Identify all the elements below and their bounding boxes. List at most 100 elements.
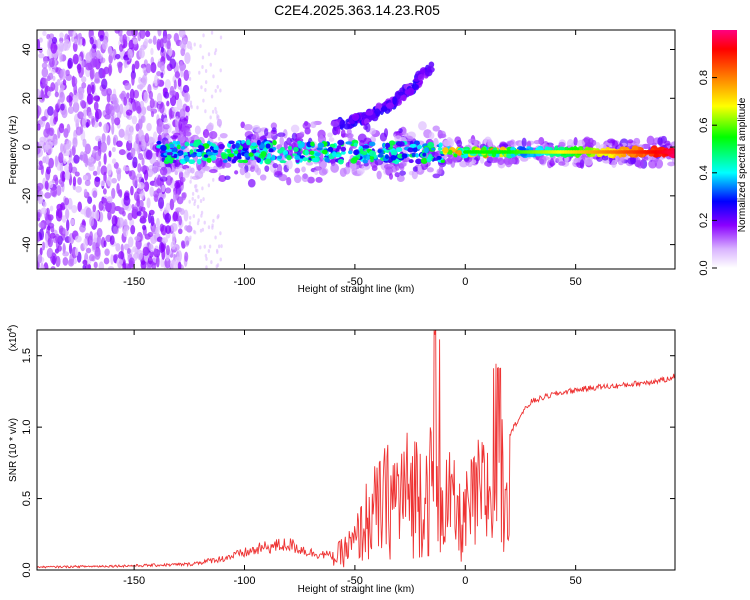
spectral-blob [172,211,179,222]
spectral-blob [161,184,166,193]
spectral-blob [40,164,44,176]
spectral-blob [191,196,194,201]
spectral-blob [104,113,111,120]
spectral-blob [60,181,65,188]
spectral-blob [418,121,427,131]
spectral-blob [111,146,116,153]
spectral-blob [46,33,51,40]
spectral-blob [214,88,217,93]
spectral-blob [98,261,105,269]
spectral-blob [627,139,634,144]
spectral-blob [125,109,133,116]
spectral-blob [351,168,358,176]
spectral-blob [138,144,142,152]
spectral-blob [177,261,182,269]
spectral-blob [352,157,359,161]
spectral-blob [270,122,278,130]
spectral-blob [111,123,115,135]
spectral-blob [161,237,169,244]
spectral-blob [91,84,95,95]
spectral-blob [277,155,283,160]
spectral-blob [388,140,396,146]
spectral-blob [428,61,435,68]
spectral-blob [64,197,70,206]
spectral-blob [83,188,88,197]
spectral-blob [268,148,274,153]
spectral-blob [327,132,333,138]
spectral-blob [103,240,107,248]
spectral-blob [353,142,358,147]
spectral-blob [53,174,58,182]
spectral-blob [203,154,209,158]
spectral-blob [110,254,114,265]
spectral-blob [374,108,381,117]
spectral-blob [199,245,202,250]
spectral-blob [204,87,207,92]
chart-title: C2E4.2025.363.14.23.R05 [274,2,440,18]
spectral-blob [164,257,171,269]
spectral-blob [77,201,82,212]
spectral-blob [279,160,287,164]
spectral-blob [47,72,54,80]
spectral-blob [219,132,228,139]
spectral-blob [279,136,284,146]
spectral-blob [130,185,134,196]
spectral-blob [85,247,92,254]
spectral-blob [218,175,227,182]
spectral-blob [99,57,106,64]
spectral-blob [107,265,115,269]
spectral-blob [96,165,101,176]
spectral-blob [126,30,134,37]
spectral-blob [265,143,271,149]
spectral-blob [204,253,208,258]
spectral-blob [109,50,115,57]
spectral-blob [318,159,327,170]
snr-y-label: SNR (10 * v/v) [8,418,19,482]
spectral-blob [37,253,43,264]
spectral-blob [180,176,186,183]
spectral-blob [380,106,388,112]
spectral-blob [108,53,113,64]
spectral-blob [140,115,145,123]
spectral-blob [128,170,133,177]
spectral-blob [156,78,160,85]
spectral-blob [197,158,202,165]
spectral-blob [128,41,134,48]
spectral-blob [290,124,300,133]
spectral-blob [69,218,75,226]
spectral-blob [428,132,435,140]
spectral-blob [506,140,515,146]
spectral-blob [417,165,422,173]
y-tick-label: 0 [21,144,33,150]
spectral-blob [118,149,126,156]
spectral-blob [412,166,418,172]
spectral-blob [66,123,71,134]
spectral-blob [92,241,97,251]
spectral-blob [173,190,177,203]
colorbar-tick-label: 0.6 [698,118,710,133]
spectral-blob [416,144,423,150]
spectral-blob [189,103,193,108]
spectral-blob [169,58,177,70]
spectral-blob [216,118,222,127]
spectral-blob [77,111,84,120]
spectral-blob [92,204,97,213]
x-tick-label: -100 [233,575,255,587]
spectral-blob [94,71,100,84]
spectral-blob [180,47,186,57]
spectral-blob [301,173,309,183]
spectral-blob [233,150,239,155]
spectral-blob [219,68,222,73]
spectral-blob [408,159,414,164]
spectral-blob [61,108,68,119]
spectral-blob [122,261,127,269]
spectral-blob [613,155,621,162]
spectral-blob [189,179,192,184]
spectral-blob [216,215,219,220]
spectral-blob [311,157,319,163]
spectral-blob [399,161,407,167]
spectral-blob [188,76,192,81]
spectral-blob [438,133,447,139]
spectral-blob [181,192,187,201]
spectral-blob [77,63,82,74]
